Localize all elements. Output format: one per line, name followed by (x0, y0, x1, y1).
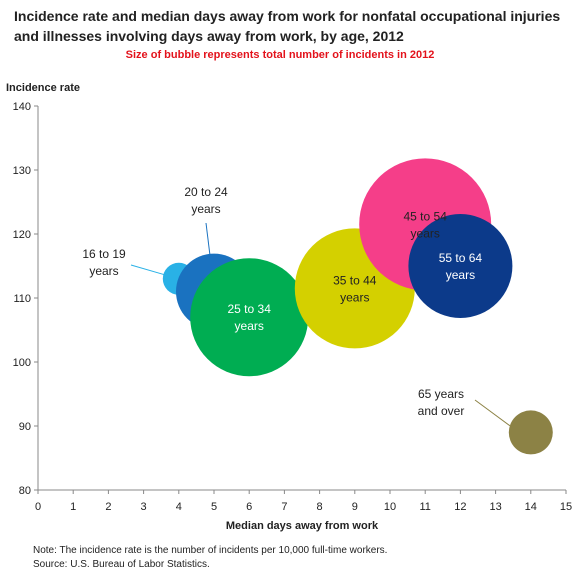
bubble-label: 55 to 64 years (439, 251, 483, 282)
x-tick-label: 8 (317, 501, 323, 513)
x-tick-label: 0 (35, 501, 41, 513)
y-tick-label: 140 (13, 101, 31, 113)
source-text: Source: U.S. Bureau of Labor Statistics. (33, 559, 210, 570)
leader-line (130, 264, 165, 276)
x-tick-label: 2 (105, 501, 111, 513)
y-tick-label: 110 (13, 293, 31, 305)
y-tick-label: 90 (19, 421, 31, 433)
x-tick-label: 14 (525, 501, 537, 513)
x-tick-label: 6 (246, 501, 252, 513)
leader-line (474, 399, 512, 427)
bubble-label: 16 to 19 years (82, 247, 126, 278)
x-tick-label: 3 (141, 501, 147, 513)
y-axis-label: Incidence rate (6, 82, 80, 94)
x-tick-label: 15 (560, 501, 572, 513)
leader-line (205, 222, 211, 256)
chart-title: Incidence rate and median days away from… (14, 8, 561, 44)
y-tick-label: 130 (13, 165, 31, 177)
note-text: Note: The incidence rate is the number o… (33, 545, 388, 556)
x-axis-label: Median days away from work (226, 520, 379, 532)
x-tick-label: 12 (454, 501, 466, 513)
x-tick-label: 5 (211, 501, 217, 513)
bubble-label: 35 to 44 years (333, 273, 377, 304)
chart-notes: Note: The incidence rate is the number o… (33, 544, 387, 572)
bubble-label: 25 to 34 years (228, 302, 272, 333)
x-tick-label: 7 (281, 501, 287, 513)
x-tick-label: 4 (176, 501, 182, 513)
bubble (508, 410, 553, 455)
x-tick-label: 11 (419, 501, 430, 513)
y-tick-label: 80 (19, 485, 31, 497)
bubble-label: 45 to 54 years (404, 209, 448, 240)
bubble-label: 65 years and over (418, 387, 465, 418)
chart-subtitle: Size of bubble represents total number o… (125, 49, 435, 61)
x-tick-label: 13 (489, 501, 501, 513)
y-tick-label: 120 (13, 229, 31, 241)
x-tick-label: 1 (70, 501, 76, 513)
bubble (190, 258, 309, 377)
y-tick-label: 100 (13, 357, 31, 369)
bubble-label: 20 to 24 years (184, 185, 228, 216)
bubble (408, 214, 513, 318)
x-tick-label: 9 (352, 501, 358, 513)
x-tick-label: 10 (384, 501, 396, 513)
